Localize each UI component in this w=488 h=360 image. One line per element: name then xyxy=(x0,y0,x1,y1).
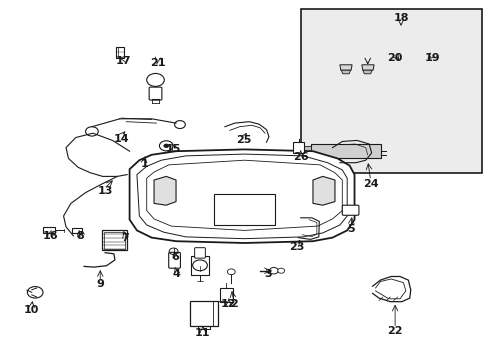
Bar xyxy=(220,288,232,302)
Text: 7: 7 xyxy=(121,233,128,243)
Bar xyxy=(102,230,127,250)
Text: 8: 8 xyxy=(77,231,84,241)
Text: 21: 21 xyxy=(149,58,165,68)
Text: 2: 2 xyxy=(229,299,237,309)
FancyBboxPatch shape xyxy=(342,205,358,215)
Circle shape xyxy=(269,267,278,274)
Polygon shape xyxy=(303,146,310,157)
Bar xyxy=(103,232,125,249)
Text: 9: 9 xyxy=(96,279,104,289)
Text: 15: 15 xyxy=(165,144,181,154)
Text: 17: 17 xyxy=(116,56,131,66)
Text: 22: 22 xyxy=(386,326,402,336)
Text: 6: 6 xyxy=(171,252,179,262)
Circle shape xyxy=(227,269,235,275)
Text: 5: 5 xyxy=(346,224,354,234)
Text: 11: 11 xyxy=(195,328,210,338)
Bar xyxy=(214,194,274,225)
Polygon shape xyxy=(310,144,381,158)
Bar xyxy=(300,9,481,173)
Text: 24: 24 xyxy=(362,179,378,189)
Polygon shape xyxy=(341,70,350,74)
Polygon shape xyxy=(116,47,124,58)
Text: 1: 1 xyxy=(140,159,148,169)
Bar xyxy=(189,301,218,326)
Polygon shape xyxy=(339,65,351,70)
Bar xyxy=(190,256,209,275)
Text: 18: 18 xyxy=(392,13,408,23)
Circle shape xyxy=(277,268,284,273)
Text: 16: 16 xyxy=(42,231,58,241)
Text: 25: 25 xyxy=(235,135,251,145)
Text: 13: 13 xyxy=(97,186,113,196)
Text: 4: 4 xyxy=(172,269,180,279)
Text: 20: 20 xyxy=(386,53,402,63)
Polygon shape xyxy=(154,176,176,205)
FancyBboxPatch shape xyxy=(194,248,205,258)
Circle shape xyxy=(159,141,173,151)
Circle shape xyxy=(146,73,164,86)
FancyBboxPatch shape xyxy=(168,252,180,268)
Circle shape xyxy=(192,260,207,271)
Polygon shape xyxy=(362,70,371,74)
Text: 19: 19 xyxy=(424,53,440,63)
Circle shape xyxy=(163,144,168,148)
Text: 10: 10 xyxy=(24,305,40,315)
Text: 12: 12 xyxy=(221,299,236,309)
Bar xyxy=(72,228,82,233)
Bar xyxy=(293,142,304,153)
Polygon shape xyxy=(129,149,354,243)
Text: 3: 3 xyxy=(264,269,271,279)
Polygon shape xyxy=(312,176,334,205)
Text: 23: 23 xyxy=(289,242,305,252)
Text: 14: 14 xyxy=(113,134,129,144)
Polygon shape xyxy=(361,65,373,70)
Bar xyxy=(43,227,55,233)
Text: 26: 26 xyxy=(292,152,308,162)
FancyBboxPatch shape xyxy=(149,87,162,100)
